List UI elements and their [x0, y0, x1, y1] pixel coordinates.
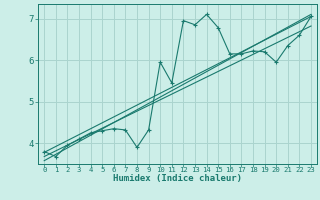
X-axis label: Humidex (Indice chaleur): Humidex (Indice chaleur)	[113, 174, 242, 183]
